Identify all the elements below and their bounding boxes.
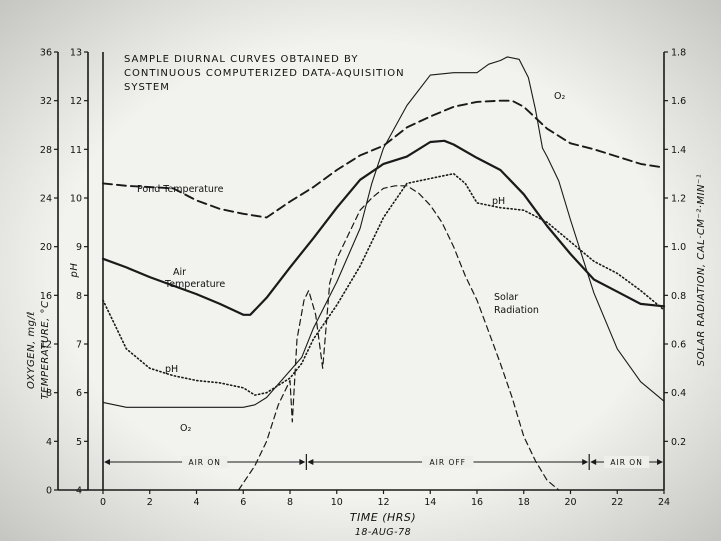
- right-tick-label: 0.8: [671, 291, 686, 302]
- left-outer-tick-label: 4: [46, 437, 52, 448]
- left-inner-tick-label: 5: [76, 437, 82, 448]
- air-period-arrow-left: [590, 459, 597, 465]
- x-tick-label: 14: [424, 497, 436, 508]
- series-label-o2-right: O₂: [554, 91, 565, 102]
- x-tick-label: 0: [100, 497, 106, 508]
- air-period-label: AIR OFF: [430, 458, 466, 467]
- left-inner-tick-label: 6: [76, 388, 82, 399]
- right-axis-label-solar: SOLAR RADIATION, CAL·CM⁻²·MIN⁻¹: [696, 174, 707, 367]
- air-period-label: AIR ON: [188, 458, 220, 467]
- air-period-label: AIR ON: [610, 458, 642, 467]
- series-label-ph-left: pH: [165, 364, 178, 375]
- x-tick-label: 24: [658, 497, 670, 508]
- left-outer-tick-label: 24: [40, 194, 52, 205]
- left-outer-tick-label: 20: [40, 242, 52, 253]
- left-inner-tick-label: 11: [70, 145, 82, 156]
- left-outer-tick-label: 16: [40, 291, 52, 302]
- air-period-arrow-left: [104, 459, 110, 465]
- chart-title-line-3: SYSTEM: [124, 82, 170, 93]
- air-period-arrow-left: [307, 459, 314, 465]
- left-outer-tick-label: 32: [40, 96, 52, 107]
- x-tick-label: 18: [518, 497, 530, 508]
- left-inner-tick-label: 8: [76, 291, 82, 302]
- series-label-ph-right: pH: [492, 196, 505, 207]
- series-line-air-temperature: [101, 139, 666, 316]
- x-tick-label: 22: [611, 497, 623, 508]
- left-inner-tick-label: 10: [70, 194, 82, 205]
- left-inner-tick-label: 9: [76, 242, 82, 253]
- left-outer-tick-label: 0: [46, 486, 52, 497]
- series-label-pond-temperature: Pond Temperature: [137, 184, 224, 195]
- right-tick-label: 0.6: [671, 340, 686, 351]
- x-tick-label: 8: [287, 497, 293, 508]
- ticks: 04812162024283236456789101112130.20.40.6…: [40, 48, 686, 509]
- series-line-ph: [102, 172, 665, 396]
- series-line-pond-temperature: [102, 99, 665, 219]
- series-label-solar-line-1: Solar: [494, 292, 518, 303]
- right-tick-label: 0.2: [671, 437, 686, 448]
- right-tick-label: 0.4: [671, 388, 686, 399]
- right-tick-label: 1.0: [671, 242, 686, 253]
- x-tick-label: 10: [331, 497, 343, 508]
- series-label-air-temperature-line-2: Temperature: [164, 279, 225, 290]
- x-axis-label: TIME (HRS): [350, 511, 416, 524]
- air-period-arrow-right: [299, 459, 306, 465]
- right-tick-label: 1.2: [671, 194, 686, 205]
- x-tick-label: 20: [564, 497, 576, 508]
- air-period-bar: AIR ON AIR OFF AIR ON: [104, 454, 663, 470]
- right-tick-label: 1.8: [671, 48, 686, 59]
- chart-title-line-2: CONTINUOUS COMPUTERIZED DATA-AQUISITION: [124, 68, 405, 79]
- series-labels: Pond Temperature Air Temperature pH pH O…: [137, 91, 565, 434]
- series-label-o2-left: O₂: [180, 423, 191, 434]
- left-inner-tick-label: 7: [76, 340, 82, 351]
- left-outer-tick-label: 36: [40, 48, 52, 59]
- chart-date: 18-AUG-78: [355, 527, 411, 538]
- x-tick-label: 2: [147, 497, 153, 508]
- series-lines: [101, 56, 666, 491]
- air-period-arrow-right: [657, 459, 663, 465]
- left-axis-label-oxygen: OXYGEN, mg/ℓ: [26, 311, 37, 389]
- left-outer-tick-label: 8: [46, 388, 52, 399]
- series-line-solar-radiation: [238, 185, 560, 491]
- air-period-arrow-right: [582, 459, 589, 465]
- series-label-air-temperature-line-1: Air: [173, 267, 186, 278]
- left-outer-tick-label: 12: [40, 340, 52, 351]
- ph-axis-label: pH: [69, 263, 80, 279]
- left-inner-tick-label: 4: [76, 486, 82, 497]
- series-line-o: [102, 56, 665, 408]
- series-label-solar-line-2: Radiation: [494, 305, 539, 316]
- x-tick-label: 16: [471, 497, 483, 508]
- x-tick-label: 12: [377, 497, 389, 508]
- axis-labels: OXYGEN, mg/ℓ TEMPERATURE, °C pH SOLAR RA…: [26, 174, 707, 538]
- chart-title: SAMPLE DIURNAL CURVES OBTAINED BY CONTIN…: [124, 54, 405, 93]
- air-period-label-bg: [604, 456, 650, 468]
- right-tick-label: 1.6: [671, 96, 686, 107]
- left-inner-tick-label: 12: [70, 96, 82, 107]
- left-outer-tick-label: 28: [40, 145, 52, 156]
- x-tick-label: 6: [240, 497, 246, 508]
- x-tick-label: 4: [193, 497, 199, 508]
- air-period-label-bg: [422, 456, 474, 468]
- axes: [57, 52, 665, 491]
- right-tick-label: 1.4: [671, 145, 686, 156]
- air-period-label-bg: [182, 456, 228, 468]
- chart-title-line-1: SAMPLE DIURNAL CURVES OBTAINED BY: [124, 54, 358, 65]
- left-axis-label-temperature: TEMPERATURE, °C: [40, 301, 51, 400]
- left-inner-tick-label: 13: [70, 48, 82, 59]
